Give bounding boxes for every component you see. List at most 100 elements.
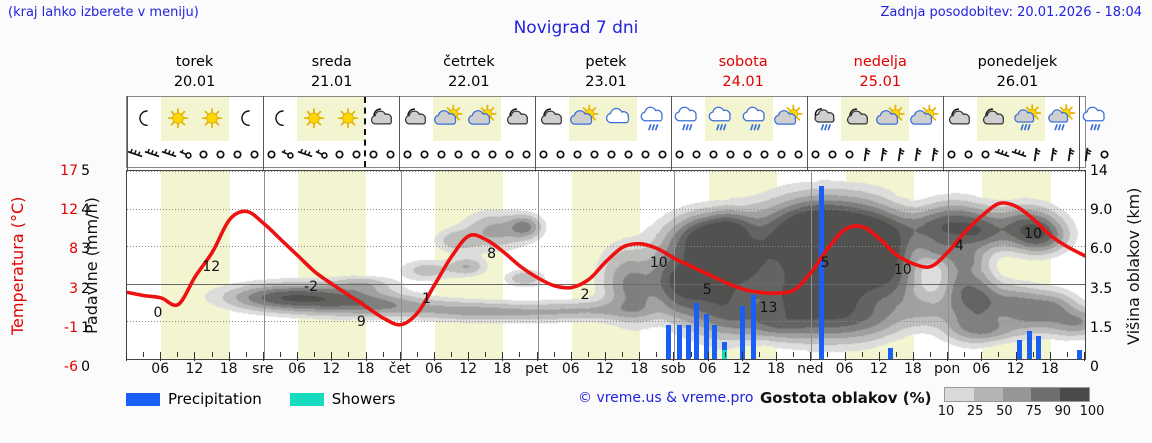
temperature-label: 10 — [1024, 226, 1042, 243]
wind-barb — [348, 141, 365, 168]
day-name: sreda — [311, 54, 352, 70]
wind-barb — [1028, 141, 1045, 168]
x-axis-tickmark — [279, 352, 281, 357]
wind-barb — [790, 141, 807, 168]
cloud-density-colorbar — [944, 387, 1090, 402]
sun-cloud-rain-icon — [1011, 97, 1045, 141]
sun-icon — [195, 97, 229, 141]
day-divider — [674, 171, 676, 359]
cloud-density-swatch — [1002, 388, 1032, 401]
x-axis-tickmark — [656, 352, 658, 357]
sun-cloud-rain-icon — [1045, 97, 1079, 141]
x-axis-tickmark — [331, 352, 333, 361]
precipitation-bar — [676, 325, 682, 359]
sun-cloud-icon — [773, 97, 807, 141]
x-axis-tickmark — [451, 352, 453, 357]
moon-cloud-rain-icon — [807, 96, 841, 170]
copyright-link[interactable]: © vreme.us & vreme.pro — [578, 390, 754, 406]
day-date: 26.01 — [996, 74, 1039, 90]
moon-icon — [127, 96, 161, 170]
moon-cloud-icon — [535, 96, 569, 170]
wind-barb — [1062, 141, 1079, 168]
wind-barb — [229, 141, 246, 168]
x-axis-tickmark — [741, 352, 743, 361]
temperature-curve — [127, 201, 1085, 327]
x-axis-tickmark — [433, 352, 435, 361]
precipitation-bar — [703, 313, 709, 359]
x-axis-tickmark — [245, 352, 247, 357]
x-axis-label: 12 — [185, 361, 204, 377]
x-axis-tickmark — [1015, 352, 1017, 361]
wind-barb — [365, 141, 382, 168]
x-axis-tickmark — [297, 352, 299, 361]
current-time-marker — [363, 97, 366, 167]
x-axis-label: 18 — [630, 361, 649, 377]
x-axis-tickmark — [776, 352, 778, 361]
day-header-3: četrtek 22.01 — [400, 52, 537, 94]
wind-barb — [1045, 141, 1062, 168]
axis-tick: 12 — [60, 202, 78, 219]
day-divider — [263, 171, 265, 359]
x-axis-tickmark — [382, 352, 384, 357]
wind-barb — [603, 141, 620, 168]
cloud-rain-icon — [705, 97, 739, 141]
x-axis-tickmarks — [126, 352, 1086, 361]
x-axis-tickmark — [1066, 352, 1068, 357]
showers-bar — [722, 349, 728, 359]
wind-barb — [960, 141, 977, 168]
x-axis-tickmark — [587, 352, 589, 357]
precipitation-bar — [1016, 340, 1022, 359]
x-axis-label: pon — [933, 361, 961, 377]
x-axis-label: 18 — [493, 361, 512, 377]
axis-tick: 17 — [60, 163, 78, 179]
precipitation-bar — [694, 302, 700, 359]
wind-barb — [161, 141, 178, 168]
day-header-7: ponedeljek 26.01 — [949, 52, 1086, 94]
wind-barb — [314, 141, 331, 168]
wind-barb — [552, 141, 569, 168]
cloud-density-colorbar-labels: 10 25 50 75 90 100 — [938, 404, 1105, 422]
wind-barb — [501, 141, 518, 168]
sun-icon — [331, 97, 365, 141]
x-axis-tickmark — [536, 352, 538, 361]
wind-barb — [875, 141, 892, 168]
x-axis-label: 12 — [322, 361, 341, 377]
wind-barb — [688, 141, 705, 168]
cloud-density-tick: 50 — [996, 404, 1013, 419]
cloud-height-axis-title: Višina oblakov (km) — [1124, 187, 1143, 345]
x-axis-tickmark — [998, 352, 1000, 357]
x-axis-tickmark — [194, 352, 196, 361]
x-axis-tickmark — [605, 352, 606, 361]
precipitation-bar — [1027, 330, 1033, 359]
wind-barb — [705, 141, 722, 168]
wind-barb — [739, 141, 756, 168]
x-axis-label: 06 — [425, 361, 443, 377]
precipitation-bars — [127, 171, 1085, 359]
temperature-axis-ticks: 17 12 8 3 -1 -6 — [44, 163, 78, 375]
day-name: nedelja — [853, 54, 907, 70]
x-axis-tickmark — [622, 352, 624, 357]
x-axis-tickmark — [416, 352, 418, 357]
day-divider — [948, 171, 950, 359]
wind-barb — [858, 141, 875, 168]
weather-icon-band — [126, 96, 1109, 170]
axis-tick: -6 — [64, 359, 78, 375]
x-axis-label: 06 — [972, 361, 991, 377]
moon-cloud-icon — [841, 97, 875, 141]
x-axis-label: sob — [661, 361, 686, 377]
x-axis-tickmark — [143, 352, 145, 357]
x-axis-tickmark — [690, 352, 692, 357]
wind-barb — [297, 141, 314, 168]
wind-barb — [518, 141, 535, 168]
x-axis-tickmark — [570, 352, 572, 361]
day-date: 24.01 — [722, 74, 764, 90]
wind-barb — [824, 141, 841, 168]
x-axis-tickmark — [673, 352, 675, 361]
x-axis-tickmark — [639, 352, 641, 361]
sun-cloud-icon — [569, 97, 603, 141]
legend-precipitation-label: Precipitation — [168, 390, 262, 408]
day-date: 20.01 — [173, 74, 216, 90]
horizontal-gridline — [127, 171, 1085, 172]
x-axis-tickmark — [758, 352, 760, 357]
x-axis-label: 18 — [219, 361, 238, 377]
